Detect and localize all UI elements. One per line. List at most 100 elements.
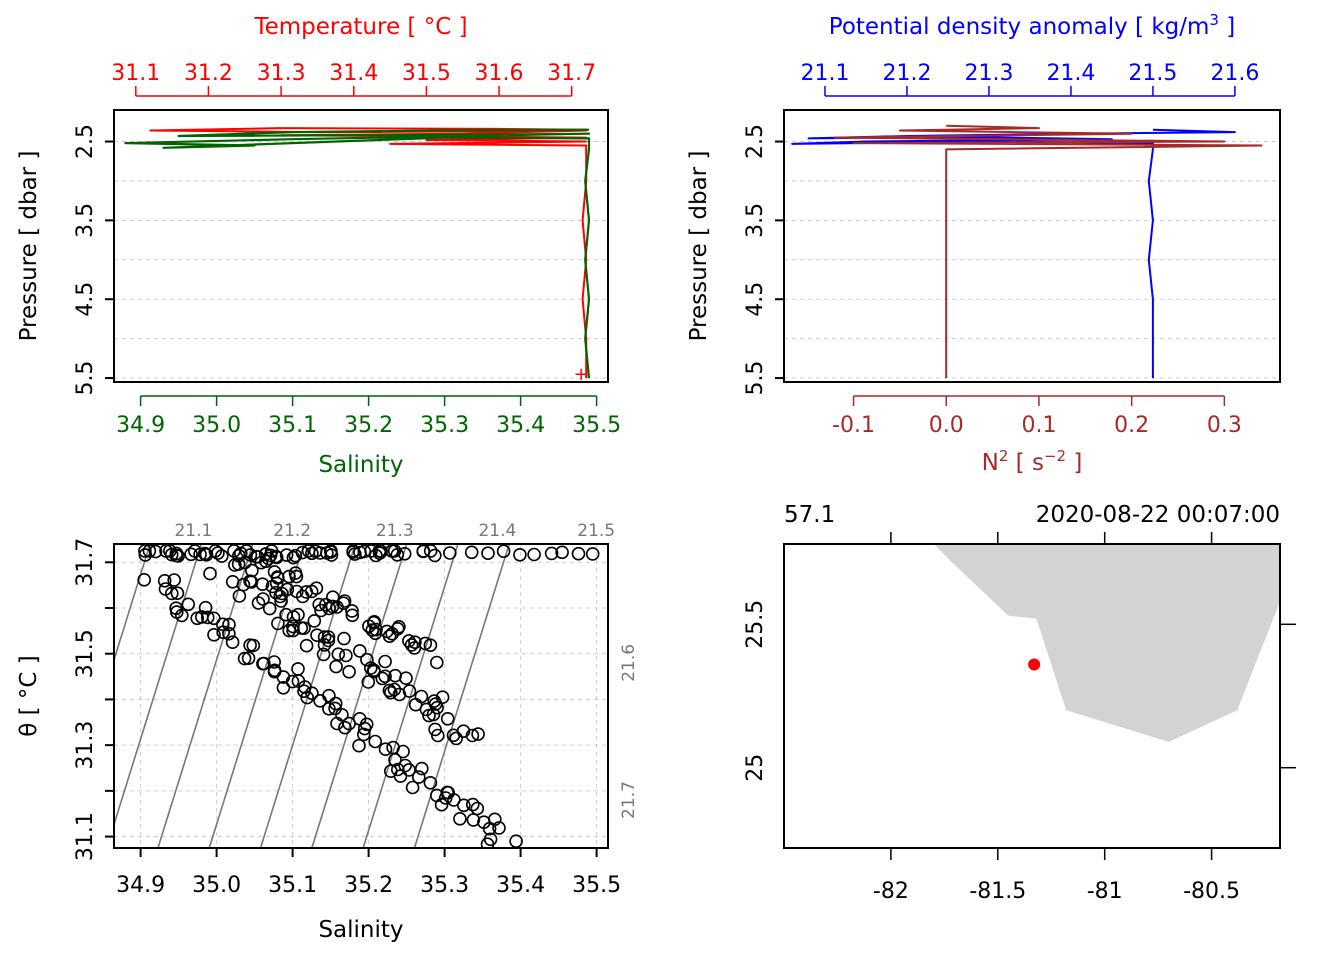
- density-tick-label: 21.5: [1128, 61, 1177, 86]
- ts-point: [388, 752, 402, 767]
- ts-point: [330, 600, 344, 614]
- ts-point: [430, 700, 444, 715]
- ts-point: [345, 608, 360, 623]
- pressure-tick-label: 5.5: [743, 361, 768, 396]
- ts-point: [148, 544, 163, 559]
- ts-point: [492, 821, 506, 835]
- ts-point: [465, 728, 480, 743]
- ts-point: [481, 546, 495, 561]
- ts-point: [337, 631, 351, 646]
- ts-point: [276, 680, 291, 695]
- ts-point: [513, 547, 527, 562]
- ts-point: [300, 690, 315, 705]
- isopycnal-line: [157, 544, 254, 848]
- isopycnal-line: [413, 544, 510, 848]
- ts-point: [267, 655, 282, 669]
- salinity-tick-label: 35.4: [496, 413, 545, 438]
- ts-point: [404, 638, 419, 652]
- ts-point: [322, 701, 336, 716]
- station-time-label: 2020-08-22 00:07:00: [1036, 502, 1280, 528]
- ts-point: [316, 647, 331, 662]
- salinity-profile-line: [124, 128, 591, 379]
- density-tick-label: 21.2: [882, 61, 931, 86]
- ts-point: [423, 775, 438, 790]
- temperature-axis-label: Temperature [ °C ]: [253, 14, 467, 40]
- ts-point: [286, 623, 300, 638]
- plot-frame: [783, 543, 1281, 849]
- pressure-tick-label: 4.5: [73, 282, 98, 317]
- ts-point: [237, 651, 252, 666]
- station-map-panel: -82 -81.5 -81 -80.5 25 25.5 57.1 2020-08-22 00:…: [743, 502, 1296, 904]
- isopycnal-line: [114, 544, 203, 828]
- ts-point: [203, 566, 217, 581]
- ts-point: [216, 625, 230, 640]
- ts-point: [440, 711, 455, 726]
- ts-point: [342, 664, 356, 679]
- ts-point: [291, 607, 305, 622]
- ts-point: [225, 635, 240, 650]
- ts-point: [390, 547, 405, 562]
- ts-point: [471, 727, 485, 741]
- n2-tick-label: 0.0: [929, 413, 964, 438]
- isopycnal-label: 21.7: [619, 781, 639, 819]
- ts-point: [323, 545, 338, 559]
- ts-point: [367, 664, 381, 679]
- longitude-tick-label: -81.5: [969, 879, 1026, 904]
- ts-point: [397, 546, 412, 561]
- ts-point: [446, 728, 461, 743]
- ts-plot-area: [114, 544, 600, 848]
- density-tick-label: 21.1: [800, 61, 849, 86]
- ts-point: [288, 566, 303, 580]
- ts-point: [352, 644, 367, 658]
- salinity-tick-label: 34.9: [116, 873, 165, 898]
- temperature-tick-label: 31.4: [329, 61, 378, 86]
- theta-tick-label: 31.5: [73, 629, 98, 678]
- ts-point: [241, 651, 256, 666]
- ts-point: [434, 797, 449, 812]
- n2-profile-line: [834, 124, 1263, 379]
- bottom-marker: +: [574, 364, 589, 385]
- isopycnal-line: [311, 544, 408, 848]
- ts-point: [352, 738, 366, 753]
- ts-point: [408, 635, 422, 650]
- n2-tick-label: 0.3: [1207, 413, 1242, 438]
- salinity-axis-label: Salinity: [318, 917, 403, 943]
- theta-axis-label: θ [ °C ]: [16, 655, 42, 737]
- ts-point: [399, 671, 413, 686]
- ts-point: [269, 576, 284, 591]
- ts-point: [419, 702, 434, 717]
- pressure-tick-label: 5.5: [73, 361, 98, 396]
- ts-point: [414, 689, 429, 704]
- ts-point: [137, 572, 151, 587]
- ts-point: [429, 655, 444, 670]
- ts-point: [496, 544, 511, 559]
- n2-axis-label: N2 [ s−2 ]: [982, 447, 1083, 476]
- density-profile-line: [791, 128, 1236, 379]
- density-tick-label: 21.6: [1210, 61, 1259, 86]
- ts-point: [480, 837, 495, 848]
- density-tick-label: 21.3: [964, 61, 1013, 86]
- ts-point: [369, 548, 383, 563]
- ts-point: [291, 662, 305, 676]
- ts-point: [294, 621, 309, 635]
- isopycnal-line: [114, 544, 151, 663]
- temperature-tick-label: 31.1: [111, 61, 160, 86]
- isopycnal-label: 21.6: [619, 644, 639, 682]
- isopycnal-label: 21.2: [273, 521, 311, 541]
- plot-frame: [783, 109, 1281, 383]
- ts-point: [215, 549, 229, 563]
- ts-point: [527, 547, 541, 562]
- pressure-axis-label: Pressure [ dbar ]: [686, 151, 712, 342]
- ts-point: [317, 630, 332, 644]
- ts-point: [402, 634, 416, 648]
- map-area: [933, 544, 1280, 742]
- ts-point: [198, 600, 213, 615]
- ts-point: [357, 721, 372, 736]
- ts-point: [322, 688, 336, 703]
- ts-point: [157, 573, 172, 588]
- ts-point: [428, 722, 442, 737]
- ts-diagram-panel: 21.1 21.2 21.3 21.4 21.5 21.6 21.7 34.9 35.0 35.1…: [16, 521, 639, 943]
- ts-point: [280, 582, 295, 597]
- theta-tick-label: 31.1: [73, 812, 98, 861]
- ts-point: [271, 616, 285, 631]
